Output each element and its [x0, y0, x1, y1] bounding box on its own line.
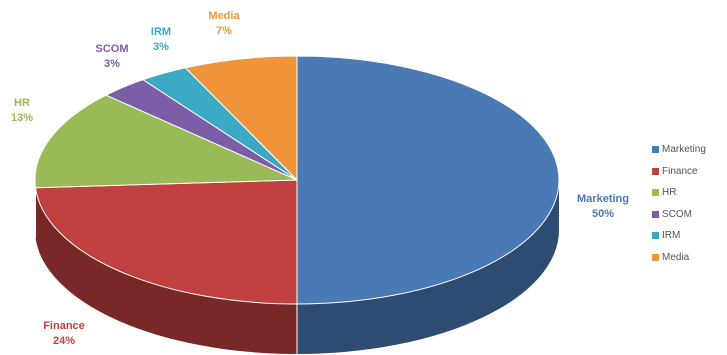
legend-swatch — [652, 189, 659, 197]
legend-swatch — [652, 232, 659, 240]
pie-slice-hr — [34, 94, 298, 189]
pie-slice-media — [184, 55, 298, 182]
legend-item-media: Media — [652, 247, 724, 269]
pie-slice-finance — [34, 179, 298, 305]
slice-value-irm: 3% — [153, 41, 169, 53]
legend-label: Media — [662, 251, 690, 263]
slice-label-hr: HR — [14, 97, 30, 109]
legend-swatch — [652, 146, 659, 154]
legend-label: Marketing — [662, 144, 706, 156]
legend-item-hr: HR — [652, 182, 724, 204]
slice-label-scom: SCOM — [96, 43, 129, 55]
slice-labels: Marketing 50% Finance 24% HR 13% SCOM 3% IRM 3% Me… — [11, 10, 629, 347]
legend-item-finance: Finance — [652, 161, 724, 183]
slice-value-marketing: 50% — [592, 208, 614, 220]
legend-label: Finance — [662, 165, 698, 177]
slice-label-finance: Finance — [43, 320, 85, 332]
slice-value-media: 7% — [216, 25, 232, 37]
legend-swatch — [652, 210, 659, 218]
legend-swatch — [652, 253, 659, 261]
slice-value-scom: 3% — [104, 58, 120, 70]
legend-label: HR — [662, 187, 677, 199]
legend-label: IRM — [662, 230, 681, 242]
pie-side-marketing — [297, 180, 559, 354]
slice-value-hr: 13% — [11, 112, 33, 124]
legend-label: SCOM — [662, 208, 692, 220]
pie-sides — [35, 180, 559, 354]
pie-slice-marketing — [296, 55, 560, 305]
pie-side-finance — [35, 187, 297, 354]
legend-item-scom: SCOM — [652, 204, 724, 226]
legend-item-marketing: Marketing — [652, 139, 724, 161]
slice-value-finance: 24% — [53, 335, 75, 347]
slice-label-media: Media — [208, 10, 240, 22]
legend-item-irm: IRM — [652, 225, 724, 247]
slice-label-marketing: Marketing — [577, 193, 629, 205]
legend-swatch — [652, 167, 659, 175]
pie-slices — [34, 55, 560, 305]
legend: Marketing Finance HR SCOM IRM Media — [652, 139, 724, 268]
slice-label-irm: IRM — [151, 26, 171, 38]
